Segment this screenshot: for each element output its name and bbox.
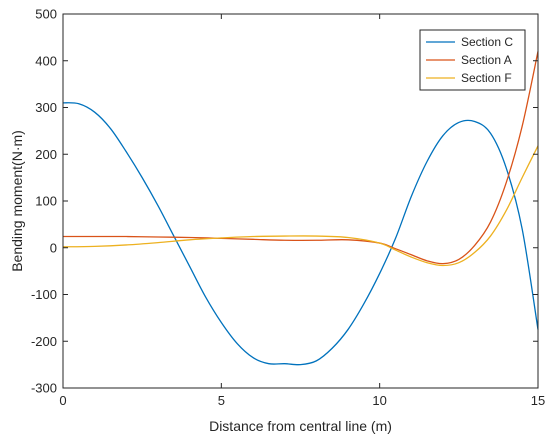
y-tick-label: 200: [35, 147, 57, 162]
y-tick-label: 400: [35, 53, 57, 68]
x-tick-label: 0: [59, 393, 66, 408]
tick-labels: 0 5 10 15 -300 -200 -100 0 100 200 300 400 500: [31, 7, 545, 409]
y-tick-label: 500: [35, 7, 57, 22]
series-line-section-c: [62, 102, 539, 366]
y-tick-label: -200: [31, 334, 57, 349]
x-tick-label: 10: [372, 393, 386, 408]
ticks: [62, 13, 539, 389]
legend-label-section-c: Section C: [461, 35, 513, 49]
legend-label-section-a: Section A: [461, 53, 512, 67]
x-axis-label: Distance from central line (m): [209, 418, 392, 434]
series-lines: [62, 51, 539, 366]
y-tick-label: 100: [35, 194, 57, 209]
y-tick-label: 0: [50, 240, 57, 255]
y-tick-label: -300: [31, 381, 57, 396]
y-tick-label: 300: [35, 100, 57, 115]
legend: Section C Section A Section F: [419, 29, 526, 91]
legend-label-section-f: Section F: [461, 71, 512, 85]
y-tick-label: -100: [31, 287, 57, 302]
y-axis-label: Bending moment(N·m): [9, 130, 25, 272]
x-tick-label: 15: [531, 393, 545, 408]
series-line-section-f: [62, 145, 539, 267]
x-tick-label: 5: [218, 393, 225, 408]
